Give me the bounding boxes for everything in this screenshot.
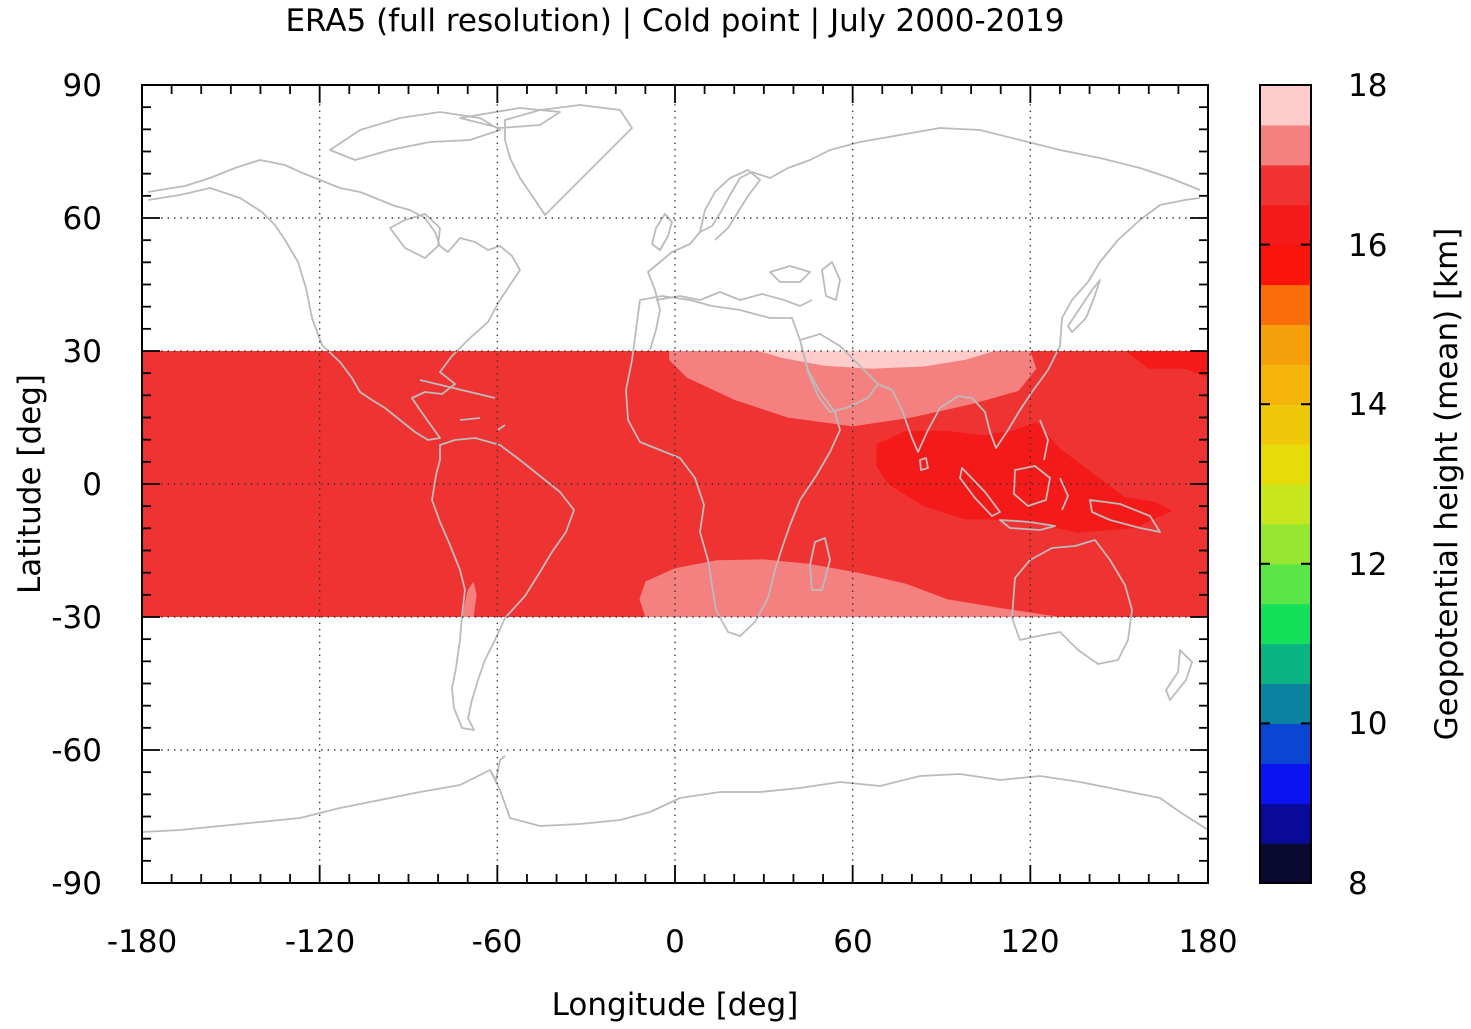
- y-tick-label: 90: [63, 68, 102, 104]
- region-southern-africa-indian-ocean: [639, 559, 1060, 617]
- colorbar-swatch: [1260, 204, 1311, 246]
- coast-greenland: [504, 104, 633, 216]
- coast-hudson-bay: [389, 213, 441, 259]
- colorbar-swatch: [1260, 85, 1311, 126]
- coast-south-asia: [877, 197, 1201, 453]
- coast-arctic-islands: [329, 107, 561, 161]
- colorbar-swatch: [1260, 603, 1311, 645]
- y-tick-label: 0: [82, 467, 102, 503]
- region-andes-high: [461, 581, 477, 617]
- colorbar-swatch: [1260, 364, 1311, 405]
- colorbar-swatch: [1260, 803, 1311, 844]
- y-tick-label: -90: [51, 866, 102, 902]
- coast-mediterranean: [655, 291, 813, 307]
- colorbar-swatch: [1260, 643, 1311, 685]
- coast-caribbean: [419, 379, 506, 431]
- x-tick-label: 60: [833, 924, 872, 960]
- coast-new-zealand: [1165, 649, 1193, 701]
- coast-antarctica: [142, 769, 1208, 833]
- colorbar-swatch: [1260, 404, 1311, 445]
- colorbar-tick-label: 14: [1348, 387, 1387, 423]
- colorbar-swatch: [1260, 683, 1311, 724]
- coast-north-america: [147, 159, 521, 441]
- colorbar-tick-label: 18: [1348, 68, 1387, 104]
- colorbar-swatch: [1260, 164, 1311, 206]
- coast-sri-lanka: [919, 457, 929, 471]
- x-tick-label: -180: [107, 924, 177, 960]
- colorbar-frame: [1259, 84, 1312, 884]
- y-tick-label: 30: [63, 334, 102, 370]
- coast-borneo: [1013, 465, 1051, 507]
- colorbar-swatch: [1260, 723, 1311, 764]
- coast-uk: [651, 213, 673, 251]
- colorbar-swatch: [1260, 284, 1311, 325]
- x-tick-labels: -180 -120 -60 0 60 120 180: [107, 924, 1238, 960]
- colorbar-swatch: [1260, 444, 1311, 485]
- region-south-asia-upper: [669, 351, 1037, 427]
- region-maritime-continent: [876, 421, 1173, 533]
- coast-arabia: [799, 333, 879, 413]
- colorbar-swatch: [1260, 843, 1311, 884]
- coast-south-america: [431, 437, 575, 731]
- region-west-pacific: [1125, 351, 1208, 378]
- colorbar-ticks: [1260, 84, 1311, 884]
- coast-europe: [647, 127, 1201, 351]
- y-tick-labels: -90 -60 -30 0 30 60 90: [51, 68, 102, 902]
- x-tick-label: -60: [472, 924, 523, 960]
- coast-java: [999, 519, 1056, 531]
- y-tick-label: 60: [63, 201, 102, 237]
- coast-new-guinea: [1089, 499, 1161, 533]
- coast-africa: [625, 295, 841, 637]
- region-arabia-peak: [757, 351, 995, 369]
- y-tick-label: -30: [51, 600, 102, 636]
- x-tick-label: 120: [1000, 924, 1059, 960]
- colorbar-swatch: [1260, 484, 1311, 525]
- figure-title: ERA5 (full resolution) | Cold point | Ju…: [285, 3, 1064, 39]
- minor-ticks: [141, 84, 1209, 884]
- colorbar-swatch: [1260, 244, 1311, 286]
- coast-philippines-sulawesi: [1039, 419, 1069, 511]
- x-axis-label: Longitude [deg]: [552, 987, 799, 1023]
- colorbar-swatch: [1260, 563, 1311, 605]
- coast-scandinavia: [699, 169, 761, 241]
- colorbar-tick-label: 8: [1348, 866, 1368, 902]
- colorbar-swatch: [1260, 124, 1311, 166]
- coast-madagascar: [809, 537, 831, 591]
- colorbar-tick-label: 10: [1348, 706, 1387, 742]
- y-axis-label: Latitude [deg]: [12, 374, 48, 594]
- y-tick-label: -60: [51, 733, 102, 769]
- colorbar-swatch: [1260, 523, 1311, 565]
- coast-sumatra: [959, 467, 1001, 517]
- colorbar-swatch: [1260, 324, 1311, 365]
- colorbar-swatches: [1260, 85, 1311, 884]
- coast-australia: [1011, 539, 1133, 665]
- x-tick-label: 180: [1178, 924, 1237, 960]
- x-tick-label: -120: [285, 924, 355, 960]
- coastlines: [142, 104, 1208, 833]
- coast-japan: [1067, 279, 1101, 333]
- plot-area: [142, 85, 1208, 883]
- colorbar: 8 10 12 14 16 18 Geopotential height (me…: [1259, 68, 1465, 902]
- x-tick-label: 0: [665, 924, 685, 960]
- colorbar-label: Geopotential height (mean) [km]: [1429, 228, 1465, 741]
- colorbar-tick-label: 16: [1348, 228, 1387, 264]
- colorbar-tick-label: 12: [1348, 547, 1387, 583]
- colorbar-swatch: [1260, 763, 1311, 804]
- coast-black-caspian: [769, 261, 841, 301]
